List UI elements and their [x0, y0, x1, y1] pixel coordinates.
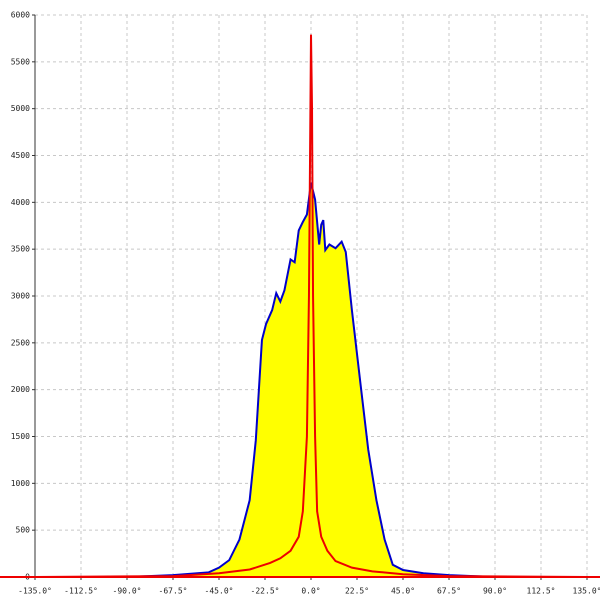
y-tick-label: 3000	[11, 292, 30, 301]
x-tick-label: 22.5°	[345, 587, 369, 596]
x-tick-label: 45.0°	[391, 587, 415, 596]
area-line	[35, 182, 587, 578]
y-tick-label: 2000	[11, 385, 30, 394]
line	[34, 34, 588, 578]
y-tick-label: 500	[16, 526, 31, 535]
y-tick-label: 3500	[11, 245, 30, 254]
y-tick-label: 1000	[11, 479, 30, 488]
x-tick-label: -22.5°	[251, 587, 280, 596]
y-tick-label: 6000	[11, 11, 30, 20]
x-tick-label: 0.0°	[301, 587, 320, 596]
x-tick-label: -135.0°	[18, 587, 52, 596]
x-tick-label: -67.5°	[159, 587, 188, 596]
y-tick-label: 4000	[11, 198, 30, 207]
y-tick-label: 5500	[11, 57, 30, 66]
x-tick-label: -45.0°	[205, 587, 234, 596]
area-fill	[35, 182, 587, 577]
x-tick-label: 135.0°	[573, 587, 600, 596]
x-tick-label: 112.5°	[527, 587, 556, 596]
y-tick-label: 1500	[11, 432, 30, 441]
x-tick-label: -90.0°	[113, 587, 142, 596]
y-tick-label: 2500	[11, 338, 30, 347]
x-tick-label: 90.0°	[483, 587, 507, 596]
y-tick-label: 5000	[11, 104, 30, 113]
x-tick-label: -112.5°	[64, 587, 98, 596]
y-tick-label: 4500	[11, 151, 30, 160]
x-tick-label: 67.5°	[437, 587, 461, 596]
